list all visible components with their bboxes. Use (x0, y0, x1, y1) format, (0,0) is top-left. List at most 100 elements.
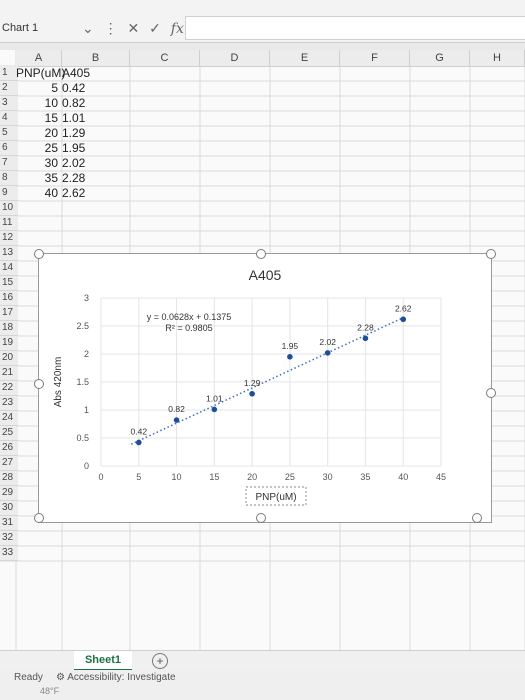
column-header-d[interactable]: D (200, 50, 270, 67)
name-box[interactable]: Chart 1 (2, 22, 39, 34)
column-header-g[interactable]: G (410, 50, 470, 67)
chart[interactable]: A405 0 5 10 15 20 25 30 35 40 45 0 0.5 1 1.5 2 2.5 3 Abs 4… (38, 253, 492, 523)
cell-a405-value[interactable]: 0.42 (62, 81, 86, 95)
cancel-icon[interactable]: ✕ (127, 20, 140, 36)
cell-pnp-value[interactable]: 25 (44, 141, 58, 155)
row-header-15[interactable]: 15 (0, 276, 18, 291)
cell-pnp-value[interactable]: 5 (51, 81, 58, 95)
cell-a405-value[interactable]: 2.62 (62, 186, 86, 200)
formula-icons: ⌄ ⋮ ✕ ✓ fx (82, 18, 190, 38)
row-header-33[interactable]: 33 (0, 546, 18, 561)
row-header-7[interactable]: 7 (0, 156, 18, 171)
row-header-31[interactable]: 31 (0, 516, 18, 531)
fx-icon[interactable]: fx (170, 21, 184, 37)
resize-handle[interactable] (34, 513, 44, 523)
column-header-b[interactable]: B (62, 50, 130, 67)
row-header-18[interactable]: 18 (0, 321, 18, 336)
row-header-4[interactable]: 4 (0, 111, 18, 126)
check-icon[interactable]: ✓ (149, 20, 161, 36)
row-header-13[interactable]: 13 (0, 246, 18, 261)
row-header-27[interactable]: 27 (0, 456, 18, 471)
cell-pnp-value[interactable]: 20 (44, 126, 58, 140)
data-label: 0.42 (131, 426, 148, 436)
chevron-down-icon[interactable]: ⌄ (82, 20, 94, 36)
column-header-c[interactable]: C (130, 50, 200, 67)
row-header-11[interactable]: 11 (0, 216, 18, 231)
row-header-16[interactable]: 16 (0, 291, 18, 306)
data-point (211, 406, 218, 413)
data-point (173, 417, 180, 423)
row-header-6[interactable]: 6 (0, 141, 18, 156)
row-header-12[interactable]: 12 (0, 231, 18, 246)
cell-a405-value[interactable]: 1.95 (62, 141, 86, 155)
row-header-19[interactable]: 19 (0, 336, 18, 351)
cell-a405-value[interactable]: 1.29 (62, 126, 86, 140)
row-header-30[interactable]: 30 (0, 501, 18, 516)
data-point (249, 390, 255, 397)
row-header-9[interactable]: 9 (0, 186, 18, 201)
more-options-icon[interactable]: ⋮ (103, 20, 118, 36)
status-bar: Ready ⚙ Accessibility: Investigate 48°F (0, 670, 525, 700)
cell-a405-value[interactable]: 2.28 (62, 171, 86, 185)
trendline (130, 315, 408, 445)
column-header-h[interactable]: H (470, 50, 525, 67)
resize-handle[interactable] (34, 379, 44, 389)
cell-pnp-value[interactable]: 10 (44, 96, 58, 110)
row-header-26[interactable]: 26 (0, 441, 18, 456)
row-header-1[interactable]: 1 (0, 66, 18, 81)
resize-handle[interactable] (256, 513, 266, 523)
data-label: 0.82 (168, 404, 185, 414)
formula-input[interactable] (185, 16, 525, 40)
cell-pnp-value[interactable]: 35 (44, 171, 58, 185)
cell-pnp-value[interactable]: 40 (44, 186, 58, 200)
row-header-17[interactable]: 17 (0, 306, 18, 321)
add-sheet-button[interactable]: + (152, 653, 168, 669)
resize-handle[interactable] (486, 249, 496, 259)
cell-header-a405[interactable]: A405 (62, 66, 91, 80)
row-header-5[interactable]: 5 (0, 126, 18, 141)
cell-pnp-value[interactable]: 30 (44, 156, 58, 170)
chart-title: A405 (249, 267, 282, 283)
column-header-a[interactable]: A (16, 50, 62, 67)
data-label: 1.01 (206, 393, 223, 403)
resize-handle[interactable] (256, 249, 266, 259)
tab-sheet1[interactable]: Sheet1 (74, 651, 132, 671)
row-header-10[interactable]: 10 (0, 201, 18, 216)
row-header-14[interactable]: 14 (0, 261, 18, 276)
row-header-22[interactable]: 22 (0, 381, 18, 396)
column-header-e[interactable]: E (270, 50, 340, 67)
accessibility-label: Accessibility: Investigate (67, 672, 176, 683)
y-tick-label: 3 (84, 293, 89, 303)
data-point (362, 335, 369, 342)
resize-handle[interactable] (472, 513, 482, 523)
y-axis-label: Abs 420nm (53, 357, 64, 408)
row-header-28[interactable]: 28 (0, 471, 18, 486)
cell-a405-value[interactable]: 1.01 (62, 111, 86, 125)
row-header-25[interactable]: 25 (0, 426, 18, 441)
row-header-2[interactable]: 2 (0, 81, 18, 96)
row-header-24[interactable]: 24 (0, 411, 18, 426)
column-header-f[interactable]: F (340, 50, 410, 67)
chart-svg: A405 0 5 10 15 20 25 30 35 40 45 0 0.5 1 1.5 2 2.5 3 Abs 4… (53, 267, 446, 506)
row-header-3[interactable]: 3 (0, 96, 18, 111)
row-header-20[interactable]: 20 (0, 351, 18, 366)
data-label: 2.02 (319, 337, 336, 347)
accessibility-icon: ⚙ (56, 672, 65, 683)
cell-a405-value[interactable]: 2.02 (62, 156, 86, 170)
x-tick-label: 30 (323, 472, 333, 482)
resize-handle[interactable] (486, 388, 496, 398)
row-header-32[interactable]: 32 (0, 531, 18, 546)
row-header-29[interactable]: 29 (0, 486, 18, 501)
row-header-23[interactable]: 23 (0, 396, 18, 411)
x-tick-label: 45 (436, 472, 446, 482)
row-header-21[interactable]: 21 (0, 366, 18, 381)
resize-handle[interactable] (34, 249, 44, 259)
accessibility-status[interactable]: ⚙ Accessibility: Investigate (56, 672, 176, 683)
y-tick-label: 2 (84, 349, 89, 359)
row-header-8[interactable]: 8 (0, 171, 18, 186)
cell-header-pnp[interactable]: PNP(uM) (16, 66, 66, 80)
y-tick-label: 2.5 (76, 321, 89, 331)
cell-a405-value[interactable]: 0.82 (62, 96, 86, 110)
data-point (287, 354, 293, 360)
cell-pnp-value[interactable]: 15 (44, 111, 58, 125)
